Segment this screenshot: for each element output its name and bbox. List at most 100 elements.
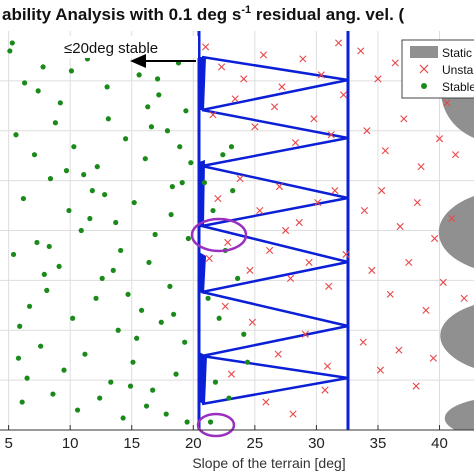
- stable-point: [125, 291, 131, 297]
- stable-point: [148, 124, 155, 130]
- x-tick-label: 30: [308, 435, 325, 452]
- unstable-point: [310, 115, 318, 123]
- unstable-point: [391, 59, 399, 67]
- stable-point: [156, 92, 162, 98]
- stable-point: [41, 271, 47, 277]
- x-tick-label: 10: [62, 435, 79, 452]
- stable-point: [179, 180, 185, 186]
- stable-point: [57, 100, 63, 106]
- unstable-point: [236, 175, 244, 183]
- stable-point: [120, 415, 126, 421]
- unstable-point: [259, 51, 268, 59]
- unstable-point: [323, 362, 332, 370]
- legend-unstable-label: Unsta: [442, 63, 474, 77]
- stable-point: [20, 195, 26, 202]
- unstable-point: [381, 147, 389, 155]
- unstable-point: [321, 386, 329, 394]
- stable-point: [115, 327, 121, 333]
- stable-point: [146, 259, 152, 266]
- unstable-point: [357, 47, 365, 55]
- stable-point: [61, 367, 67, 373]
- stable-point: [150, 387, 156, 393]
- unstable-point: [443, 99, 451, 107]
- stable-point: [31, 152, 38, 158]
- unstable-point: [327, 131, 335, 139]
- stable-point: [34, 239, 40, 246]
- unstable-point: [435, 135, 444, 143]
- unstable-point: [376, 366, 385, 374]
- unstable-point: [218, 63, 226, 71]
- stable-point: [158, 319, 164, 325]
- stable-point: [154, 76, 161, 82]
- stable-point: [163, 411, 169, 417]
- stable-point: [46, 243, 52, 250]
- unstable-point: [317, 71, 325, 79]
- unstable-point: [274, 350, 282, 358]
- stable-point: [138, 307, 145, 313]
- stable-point: [82, 351, 88, 357]
- stable-point: [136, 72, 142, 78]
- unstable-point: [431, 234, 439, 243]
- highlight-ellipses: [190, 217, 248, 438]
- data-points: [7, 39, 468, 425]
- unstable-point: [451, 151, 460, 159]
- legend-unstable-marker: [419, 64, 429, 74]
- stable-point: [210, 207, 216, 214]
- unstable-point: [395, 346, 403, 354]
- stable-point: [17, 323, 23, 329]
- stable-point: [184, 419, 190, 425]
- legend-stable-label: Stable: [442, 80, 474, 94]
- unstable-point: [339, 91, 348, 99]
- unstable-point: [262, 398, 270, 406]
- stable-point: [228, 144, 235, 150]
- chart-title: ability Analysis with 0.1 deg s-1 residu…: [2, 4, 405, 24]
- boundary-fill-2: [199, 160, 205, 228]
- x-tick-label: 15: [123, 435, 140, 452]
- x-tick-label: 25: [247, 435, 264, 452]
- unstable-point: [202, 43, 210, 51]
- stable-point: [127, 383, 134, 389]
- unstable-point: [439, 278, 447, 286]
- stable-point: [122, 136, 129, 142]
- stable-point: [10, 251, 17, 258]
- stable-point: [52, 120, 59, 126]
- unstable-point: [227, 370, 236, 378]
- stable-point: [63, 168, 70, 174]
- stable-point: [81, 172, 87, 178]
- stable-point: [185, 235, 191, 242]
- stable-point: [235, 275, 241, 281]
- unstable-point: [248, 318, 256, 326]
- stable-point: [131, 199, 137, 206]
- unstable-point: [301, 330, 309, 338]
- stable-point: [216, 315, 222, 321]
- chart-title-superscript: -1: [241, 4, 251, 16]
- highlight-ellipse-upper: [190, 217, 248, 253]
- unstable-point: [378, 187, 386, 195]
- stable-point: [143, 403, 150, 409]
- unstable-point: [405, 258, 413, 267]
- stable-point: [183, 108, 189, 114]
- stable-point: [38, 343, 44, 349]
- legend: Static Unsta Stable: [401, 39, 474, 99]
- x-axis: 5 10 15 20 25 30 35 40: [0, 425, 474, 452]
- static-region-lobe-2: [438, 196, 474, 268]
- stable-point: [205, 295, 211, 301]
- stability-boundary: [197, 31, 350, 430]
- unstable-point: [363, 127, 371, 135]
- stable-point: [168, 211, 174, 218]
- stable-point: [71, 144, 77, 150]
- stable-point: [108, 379, 114, 385]
- chart-title-text: ability Analysis with 0.1 deg s-1 residu…: [2, 4, 405, 24]
- annotation-box: [60, 36, 198, 58]
- stable-point: [188, 160, 194, 166]
- stable-point: [40, 64, 46, 70]
- annotation-label: ≤20deg stable: [64, 40, 158, 57]
- stable-point: [118, 247, 124, 254]
- unstable-point: [360, 206, 369, 215]
- unstable-point: [246, 266, 254, 274]
- boundary-fill-3: [199, 252, 206, 294]
- unstable-point: [209, 111, 217, 119]
- stable-point: [164, 128, 171, 134]
- stable-point: [13, 132, 19, 138]
